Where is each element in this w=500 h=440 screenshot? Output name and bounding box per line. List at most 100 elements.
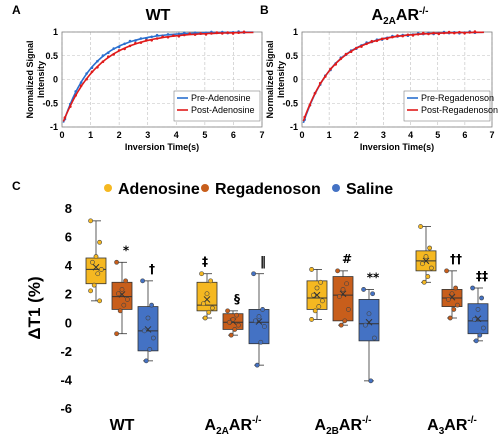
- panel-c-ylabel: ΔT1 (%): [25, 276, 44, 339]
- panel-c-data-point: [91, 282, 97, 288]
- panel-c-data-point: [147, 347, 153, 352]
- panel-a-data-point-0: [177, 32, 181, 36]
- panel-b-data-point-1: [329, 67, 332, 71]
- panel-c-box: [137, 306, 159, 352]
- panel-a-data-point-0: [123, 42, 126, 46]
- panel-b-data-point-1: [324, 75, 327, 78]
- panel-a-data-point-0: [193, 31, 197, 34]
- panel-c-data-point: [143, 358, 149, 364]
- panel-c-data-point: [225, 308, 230, 314]
- panel-c-data-point: [454, 302, 460, 308]
- panel-c-annotation: **: [367, 270, 380, 284]
- panel-c-plot: -6 -4 -2 0 2 4 6 8 ΔT1 (%) Adenosine Regadenoson Sa…: [25, 181, 489, 437]
- panel-c-data-point: [145, 315, 151, 321]
- panel-c-y-tick-label: 4: [65, 258, 73, 273]
- panel-c-legend-label-2: Saline: [346, 181, 393, 198]
- panel-a-data-point-1: [183, 33, 186, 37]
- panel-c-data-point: [318, 279, 323, 285]
- panel-c-group-label-sup: -/-: [467, 415, 476, 426]
- panel-a-data-point-1: [172, 34, 175, 37]
- panel-c-data-point: [252, 318, 258, 324]
- panel-c-legend-dot-2: [332, 184, 340, 192]
- panel-b-data-point-1: [406, 33, 410, 37]
- panel-a-data-point-1: [204, 33, 208, 36]
- panel-b-legend-box: [403, 90, 491, 122]
- panel-c-data-point: [368, 378, 374, 384]
- panel-c-annotation: ‖: [260, 255, 266, 269]
- panel-a-data-point-0: [145, 37, 148, 40]
- panel-c-data-point: [479, 295, 484, 301]
- panel-a-legend-label-1: Post-Adenosine: [191, 105, 255, 115]
- panel-a-data-point-1: [188, 32, 191, 36]
- panel-c-data-point: [340, 287, 346, 292]
- panel-c-group-label-sup: -/-: [252, 415, 261, 426]
- panel-c-annotation: ††: [450, 252, 462, 266]
- panel-c-group-label-ar: AR: [229, 417, 253, 434]
- panel-c-data-point: [200, 301, 206, 307]
- panel-c-box: [332, 276, 354, 322]
- panel-c-data-point: [449, 291, 455, 297]
- panel-a-data-point-1: [79, 84, 83, 87]
- panel-a-y-tick-label: 0.5: [45, 51, 58, 61]
- panel-c-group-label-sub: 2A: [216, 426, 229, 437]
- panel-c-data-point: [114, 331, 119, 337]
- panel-a-x-tick-label: 6: [231, 130, 236, 140]
- panel-c-data-point: [366, 311, 372, 317]
- panel-a-data-point-1: [117, 49, 121, 52]
- panel-b-frame: [301, 31, 493, 128]
- panel-c-data-point: [470, 285, 475, 291]
- panel-a-xlabel: Inversion Time(s): [125, 142, 199, 152]
- panel-b-data-point-1: [468, 31, 472, 34]
- panel-c-group-label-sup: -/-: [362, 415, 371, 426]
- panel-c-annotation: ‡: [202, 255, 208, 269]
- panel-a-data-point-0: [155, 33, 159, 37]
- panel-b-data-point-1: [308, 103, 312, 107]
- panel-c-group-label-ar: AR: [339, 417, 363, 434]
- panel-c-data-point: [342, 318, 348, 324]
- panel-a-data-point-0: [112, 47, 115, 50]
- panel-c-data-point: [150, 335, 156, 341]
- panel-a-plot: 0 1 2 3 4 5 6 7 -1 -0.5 0 0.5 1 Inversion Time(s) Norm…: [25, 27, 265, 152]
- panel-c-data-point: [204, 291, 210, 297]
- panel-c-letter: C: [12, 179, 21, 193]
- panel-b-data-point-1: [380, 37, 384, 41]
- panel-a-x-tick-label: 1: [88, 130, 93, 140]
- panel-b-plot: 0 1 2 3 4 5 6 7 -1 -0.5 0 0.5 1 Inversion Time(s) Norm…: [265, 27, 498, 152]
- panel-b-legend-label-0: Pre-Regadenoson: [421, 93, 494, 103]
- panel-c-data-point: [114, 259, 119, 265]
- panel-a-data-point-1: [112, 53, 115, 56]
- panel-a-y-tick-label: -1: [50, 122, 58, 132]
- panel-c-annotation: §: [234, 292, 240, 306]
- panel-a-data-point-1: [193, 33, 197, 36]
- panel-a-data-point-1: [139, 41, 143, 44]
- panel-a-data-point-0: [150, 35, 153, 39]
- panel-c-data-point: [116, 291, 121, 297]
- panel-a-data-point-1: [177, 35, 181, 38]
- panel-c-data-point: [447, 315, 453, 321]
- panel-c-data-point: [319, 298, 325, 304]
- panel-c-data-point: [206, 309, 212, 315]
- panel-b-data-point-1: [391, 35, 394, 39]
- panel-c-data-point: [251, 271, 256, 277]
- panel-b-x-tick-label: 3: [381, 130, 386, 140]
- panel-b-data-point-1: [437, 32, 441, 36]
- panel-a-y-tick-label: 1: [53, 27, 58, 37]
- panel-b-data-point-1: [375, 39, 379, 43]
- panel-c-data-point: [480, 325, 486, 331]
- panel-a-y-tick-label: 0: [53, 75, 58, 85]
- panel-b-y-tick-label: 0.5: [285, 51, 298, 61]
- panel-b-x-tick-label: 7: [489, 130, 494, 140]
- panel-c-data-point: [314, 285, 320, 291]
- panel-a-x-tick-label: 3: [145, 130, 150, 140]
- panel-a-legend-label-0: Pre-Adenosine: [191, 93, 251, 103]
- panel-a-data-point-0: [96, 59, 99, 63]
- panel-c-data-point: [123, 278, 128, 284]
- panel-b-data-point-1: [385, 37, 389, 41]
- panel-c-group-label-main: A: [205, 417, 217, 434]
- panel-c-group-label: WT: [110, 417, 135, 434]
- panel-b-data-point-1: [339, 57, 343, 61]
- panel-b-data-point-1: [318, 81, 322, 85]
- panel-b-title-main: A: [372, 7, 384, 24]
- panel-a-data-point-1: [90, 70, 94, 74]
- panel-c-data-point: [258, 339, 264, 345]
